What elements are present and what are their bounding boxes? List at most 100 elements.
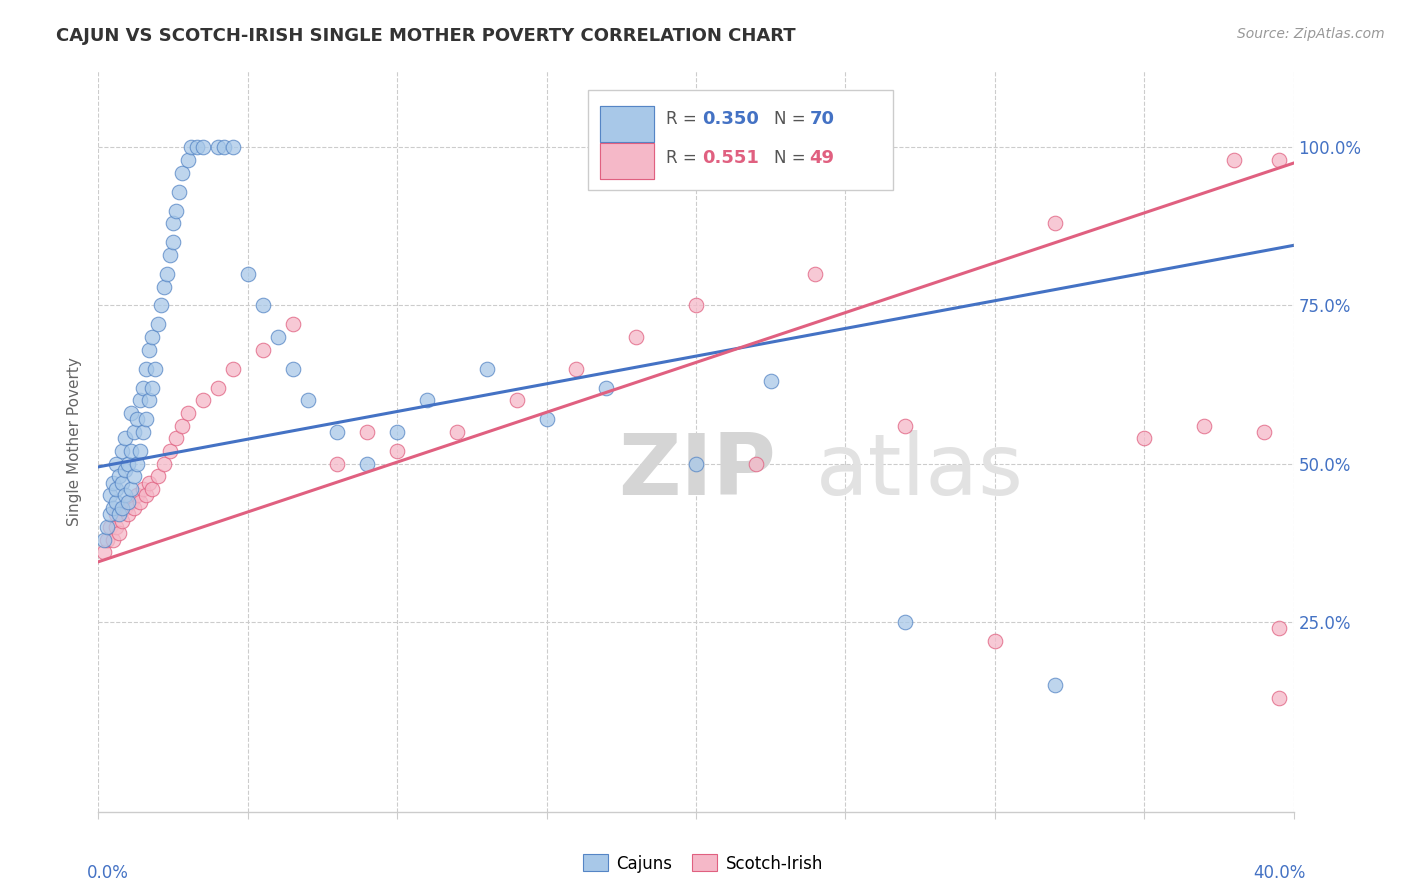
Point — [124, 469, 146, 483]
Point — [385, 425, 409, 439]
Point — [98, 520, 122, 534]
Point — [685, 298, 707, 312]
Point — [120, 482, 142, 496]
Text: N =: N = — [773, 111, 810, 128]
Text: 0.0%: 0.0% — [87, 863, 128, 881]
Point — [103, 475, 125, 490]
Y-axis label: Single Mother Poverty: Single Mother Poverty — [67, 357, 83, 526]
Point — [207, 140, 229, 154]
Point — [356, 425, 378, 439]
Point — [536, 412, 558, 426]
Point — [138, 343, 160, 357]
Point — [103, 500, 125, 515]
Point — [1192, 418, 1215, 433]
Point — [127, 457, 149, 471]
Point — [191, 393, 214, 408]
Point — [222, 140, 245, 154]
Point — [326, 457, 349, 471]
Point — [685, 457, 707, 471]
Point — [114, 431, 136, 445]
Point — [129, 444, 152, 458]
FancyBboxPatch shape — [600, 106, 654, 142]
Point — [167, 185, 190, 199]
Text: 0.551: 0.551 — [702, 149, 759, 167]
Point — [93, 533, 115, 547]
Point — [108, 469, 131, 483]
Point — [745, 457, 768, 471]
Point — [114, 488, 136, 502]
Point — [326, 425, 349, 439]
Point — [475, 361, 498, 376]
Point — [297, 393, 319, 408]
Point — [446, 425, 468, 439]
Point — [156, 267, 179, 281]
Text: 0.350: 0.350 — [702, 111, 759, 128]
Point — [148, 469, 170, 483]
Point — [153, 279, 176, 293]
Point — [132, 482, 155, 496]
Point — [281, 361, 304, 376]
Point — [162, 216, 184, 230]
Point — [165, 431, 187, 445]
Point — [138, 475, 160, 490]
Point — [172, 166, 194, 180]
Point — [143, 361, 166, 376]
Point — [96, 520, 118, 534]
Point — [132, 425, 155, 439]
Point — [191, 140, 214, 154]
Point — [120, 444, 142, 458]
Text: CAJUN VS SCOTCH-IRISH SINGLE MOTHER POVERTY CORRELATION CHART: CAJUN VS SCOTCH-IRISH SINGLE MOTHER POVE… — [56, 27, 796, 45]
Point — [132, 381, 155, 395]
Point — [148, 318, 170, 332]
Point — [252, 343, 274, 357]
Point — [117, 494, 139, 508]
Point — [1253, 425, 1275, 439]
Point — [117, 457, 139, 471]
Point — [177, 153, 200, 167]
Point — [222, 361, 245, 376]
Point — [129, 393, 152, 408]
Point — [385, 444, 409, 458]
Point — [108, 508, 131, 522]
Point — [180, 140, 202, 154]
Point — [212, 140, 235, 154]
Text: 49: 49 — [810, 149, 835, 167]
Text: 70: 70 — [810, 111, 835, 128]
Point — [759, 375, 782, 389]
Point — [165, 203, 187, 218]
Point — [108, 526, 131, 541]
Point — [127, 412, 149, 426]
Point — [207, 381, 229, 395]
Point — [141, 381, 163, 395]
FancyBboxPatch shape — [600, 144, 654, 178]
Point — [114, 463, 136, 477]
Point — [135, 361, 157, 376]
FancyBboxPatch shape — [589, 90, 893, 190]
Point — [153, 457, 176, 471]
Point — [236, 267, 259, 281]
Point — [105, 520, 128, 534]
Point — [120, 494, 142, 508]
Point — [150, 298, 173, 312]
Point — [120, 406, 142, 420]
Point — [595, 381, 617, 395]
Text: ZIP: ZIP — [619, 430, 776, 513]
Point — [124, 500, 146, 515]
Point — [135, 488, 157, 502]
Point — [894, 615, 917, 629]
Point — [135, 412, 157, 426]
Point — [159, 248, 181, 262]
Point — [252, 298, 274, 312]
Point — [159, 444, 181, 458]
Point — [103, 533, 125, 547]
Text: R =: R = — [666, 149, 702, 167]
Legend: Cajuns, Scotch-Irish: Cajuns, Scotch-Irish — [576, 847, 830, 880]
Point — [1267, 153, 1289, 167]
Text: R =: R = — [666, 111, 702, 128]
Point — [138, 393, 160, 408]
Point — [356, 457, 378, 471]
Point — [111, 475, 134, 490]
Point — [105, 494, 128, 508]
Point — [141, 330, 163, 344]
Point — [111, 444, 134, 458]
